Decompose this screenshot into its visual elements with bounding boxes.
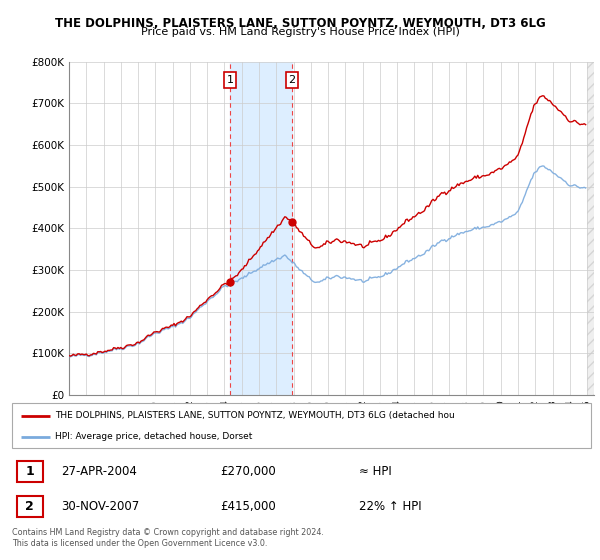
- Text: Price paid vs. HM Land Registry's House Price Index (HPI): Price paid vs. HM Land Registry's House …: [140, 27, 460, 38]
- Text: HPI: Average price, detached house, Dorset: HPI: Average price, detached house, Dors…: [55, 432, 253, 441]
- FancyBboxPatch shape: [12, 403, 591, 448]
- Text: ≈ HPI: ≈ HPI: [359, 465, 392, 478]
- Text: £415,000: £415,000: [220, 500, 276, 512]
- Text: 2: 2: [25, 500, 34, 512]
- Text: 1: 1: [226, 75, 233, 85]
- Text: 30-NOV-2007: 30-NOV-2007: [61, 500, 139, 512]
- FancyBboxPatch shape: [17, 460, 43, 482]
- Text: This data is licensed under the Open Government Licence v3.0.: This data is licensed under the Open Gov…: [12, 539, 268, 548]
- Text: THE DOLPHINS, PLAISTERS LANE, SUTTON POYNTZ, WEYMOUTH, DT3 6LG (detached hou: THE DOLPHINS, PLAISTERS LANE, SUTTON POY…: [55, 411, 455, 420]
- Text: Contains HM Land Registry data © Crown copyright and database right 2024.: Contains HM Land Registry data © Crown c…: [12, 528, 324, 536]
- Bar: [230, 62, 292, 395]
- Text: 27-APR-2004: 27-APR-2004: [61, 465, 137, 478]
- Text: £270,000: £270,000: [220, 465, 276, 478]
- Text: THE DOLPHINS, PLAISTERS LANE, SUTTON POYNTZ, WEYMOUTH, DT3 6LG: THE DOLPHINS, PLAISTERS LANE, SUTTON POY…: [55, 17, 545, 30]
- Text: 1: 1: [25, 465, 34, 478]
- Text: 2: 2: [289, 75, 296, 85]
- Text: 22% ↑ HPI: 22% ↑ HPI: [359, 500, 422, 512]
- FancyBboxPatch shape: [17, 496, 43, 516]
